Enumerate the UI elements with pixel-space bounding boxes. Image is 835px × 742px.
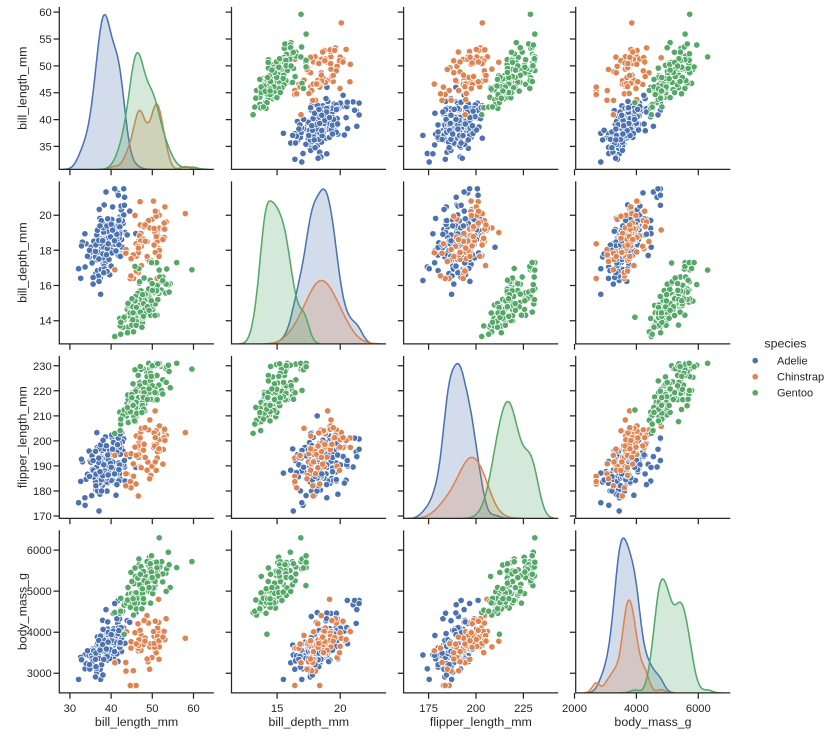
svg-text:2000: 2000 <box>562 703 587 715</box>
svg-text:species: species <box>764 336 806 350</box>
svg-text:200: 200 <box>33 436 52 448</box>
svg-text:3000: 3000 <box>27 668 52 680</box>
svg-text:200: 200 <box>467 703 486 715</box>
svg-text:5000: 5000 <box>27 586 52 598</box>
svg-text:16: 16 <box>39 281 51 293</box>
svg-text:6000: 6000 <box>27 545 52 557</box>
svg-text:45: 45 <box>39 88 51 100</box>
svg-text:6000: 6000 <box>686 703 711 715</box>
svg-text:bill_length_mm: bill_length_mm <box>16 47 30 130</box>
svg-text:40: 40 <box>39 115 51 127</box>
svg-text:50: 50 <box>146 703 158 715</box>
svg-text:flipper_length_mm: flipper_length_mm <box>430 715 532 729</box>
svg-text:175: 175 <box>419 703 438 715</box>
svg-text:210: 210 <box>33 411 52 423</box>
svg-text:180: 180 <box>33 486 52 498</box>
svg-text:Adelie: Adelie <box>777 355 808 367</box>
svg-text:40: 40 <box>105 703 117 715</box>
svg-text:18: 18 <box>39 245 51 257</box>
svg-text:35: 35 <box>39 141 51 153</box>
svg-text:220: 220 <box>33 386 52 398</box>
svg-text:55: 55 <box>39 34 51 46</box>
svg-text:bill_depth_mm: bill_depth_mm <box>16 222 30 303</box>
svg-text:body_mass_g: body_mass_g <box>614 715 691 729</box>
svg-text:230: 230 <box>33 361 52 373</box>
svg-text:bill_length_mm: bill_length_mm <box>95 715 178 729</box>
svg-text:190: 190 <box>33 461 52 473</box>
svg-text:170: 170 <box>33 511 52 523</box>
svg-text:bill_depth_mm: bill_depth_mm <box>269 715 350 729</box>
svg-text:20: 20 <box>334 703 346 715</box>
svg-text:20: 20 <box>39 210 51 222</box>
svg-text:4000: 4000 <box>27 627 52 639</box>
svg-text:body_mass_g: body_mass_g <box>16 573 30 650</box>
svg-text:15: 15 <box>271 703 283 715</box>
svg-text:Chinstrap: Chinstrap <box>777 371 824 383</box>
svg-text:14: 14 <box>39 316 51 328</box>
svg-text:4000: 4000 <box>624 703 649 715</box>
svg-text:30: 30 <box>64 703 76 715</box>
svg-text:60: 60 <box>187 703 199 715</box>
svg-text:50: 50 <box>39 61 51 73</box>
svg-text:60: 60 <box>39 7 51 19</box>
svg-text:225: 225 <box>514 703 533 715</box>
svg-text:flipper_length_mm: flipper_length_mm <box>16 386 30 488</box>
svg-text:Gentoo: Gentoo <box>777 388 813 400</box>
